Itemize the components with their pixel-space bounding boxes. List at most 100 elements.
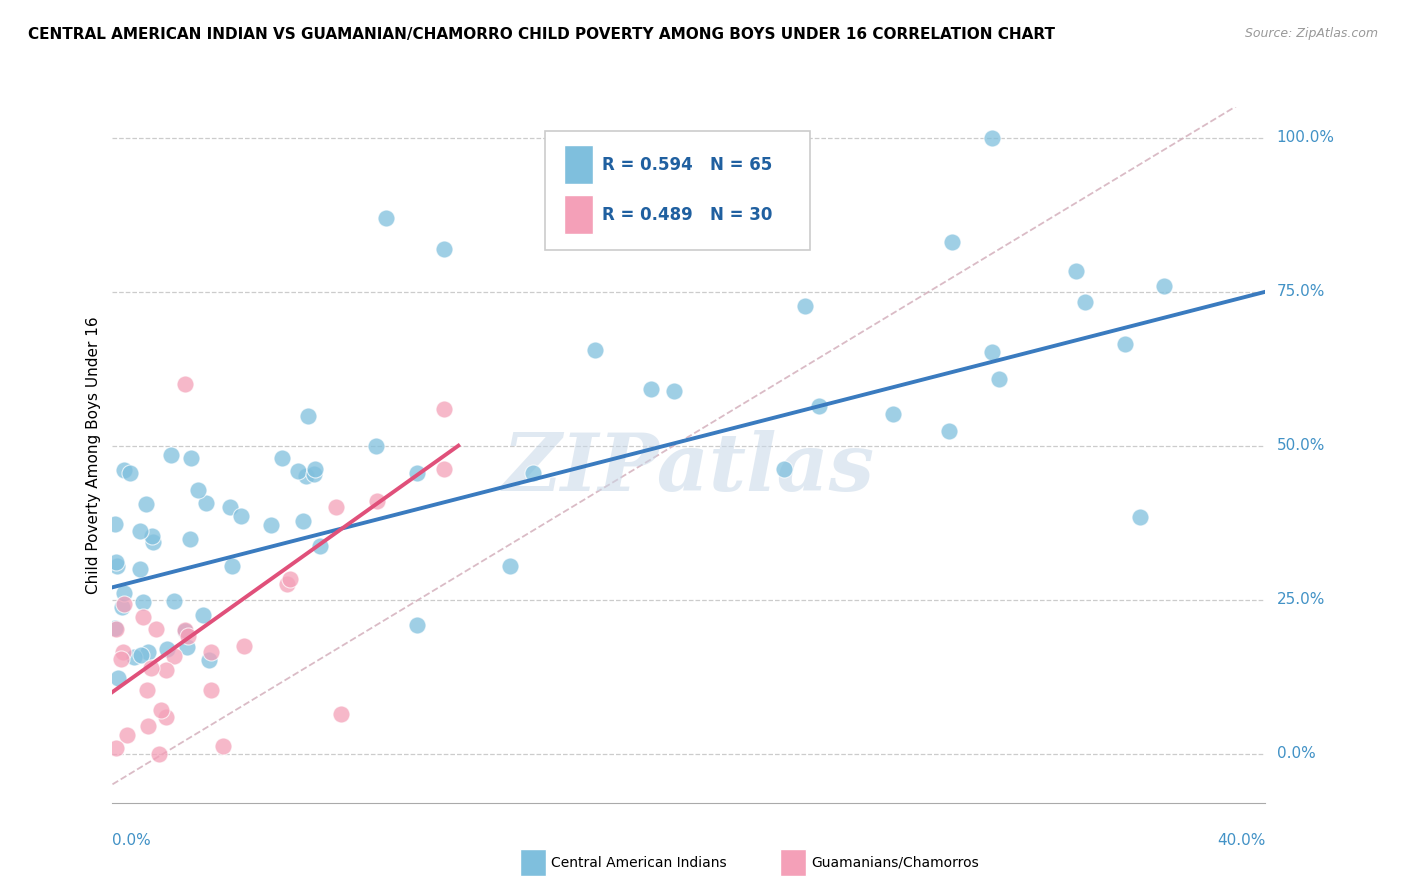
- Point: [131, 648, 153, 662]
- Point: [276, 577, 298, 591]
- Point: [433, 462, 456, 476]
- Text: 40.0%: 40.0%: [1218, 833, 1265, 848]
- Point: [297, 409, 319, 423]
- Point: [149, 703, 172, 717]
- Point: [131, 610, 153, 624]
- Point: [233, 640, 256, 654]
- Point: [177, 629, 200, 643]
- Point: [773, 462, 796, 476]
- Point: [200, 682, 222, 697]
- Point: [433, 242, 456, 256]
- Text: 25.0%: 25.0%: [1277, 592, 1324, 607]
- Point: [156, 642, 179, 657]
- Point: [366, 493, 388, 508]
- Point: [1064, 264, 1087, 278]
- Point: [174, 623, 197, 637]
- Text: 100.0%: 100.0%: [1277, 130, 1334, 145]
- Point: [163, 648, 186, 663]
- Point: [212, 739, 235, 753]
- Point: [981, 345, 1004, 359]
- Point: [194, 496, 217, 510]
- Point: [120, 466, 142, 480]
- Point: [287, 464, 309, 478]
- Point: [219, 500, 242, 514]
- Point: [329, 706, 352, 721]
- Point: [987, 372, 1010, 386]
- FancyBboxPatch shape: [564, 195, 593, 234]
- Point: [200, 645, 222, 659]
- Point: [179, 532, 201, 546]
- Text: CENTRAL AMERICAN INDIAN VS GUAMANIAN/CHAMORRO CHILD POVERTY AMONG BOYS UNDER 16 : CENTRAL AMERICAN INDIAN VS GUAMANIAN/CHA…: [28, 27, 1054, 42]
- Point: [522, 466, 544, 480]
- Point: [375, 211, 398, 225]
- Text: ZIPatlas: ZIPatlas: [503, 430, 875, 508]
- Point: [304, 462, 326, 476]
- Point: [105, 622, 128, 636]
- Point: [325, 500, 347, 515]
- Point: [104, 517, 127, 532]
- Point: [135, 683, 157, 698]
- Point: [260, 517, 283, 532]
- Point: [129, 562, 152, 576]
- Point: [941, 235, 963, 249]
- Point: [980, 131, 1002, 145]
- Point: [583, 343, 606, 357]
- Point: [882, 407, 904, 421]
- Point: [111, 599, 134, 614]
- Point: [159, 448, 181, 462]
- Point: [180, 451, 202, 466]
- Point: [793, 299, 815, 313]
- FancyBboxPatch shape: [546, 131, 810, 250]
- Point: [187, 483, 209, 498]
- Point: [1073, 294, 1095, 309]
- Point: [132, 595, 155, 609]
- Point: [155, 710, 177, 724]
- Text: Central American Indians: Central American Indians: [551, 855, 727, 870]
- Point: [141, 529, 163, 543]
- Point: [221, 559, 243, 574]
- Text: R = 0.489   N = 30: R = 0.489 N = 30: [603, 206, 773, 224]
- FancyBboxPatch shape: [564, 145, 593, 184]
- Point: [110, 652, 132, 666]
- Point: [115, 728, 138, 742]
- Point: [295, 468, 318, 483]
- Point: [148, 747, 170, 761]
- Point: [112, 586, 135, 600]
- Point: [112, 462, 135, 476]
- Text: R = 0.594   N = 65: R = 0.594 N = 65: [603, 156, 773, 174]
- Point: [135, 497, 157, 511]
- Point: [176, 640, 198, 655]
- Point: [112, 597, 135, 611]
- Point: [162, 594, 184, 608]
- Point: [433, 402, 456, 417]
- Point: [142, 534, 165, 549]
- Text: 0.0%: 0.0%: [112, 833, 152, 848]
- Point: [229, 509, 252, 524]
- Point: [173, 377, 195, 392]
- Point: [302, 467, 325, 481]
- Point: [309, 539, 332, 553]
- Point: [1153, 278, 1175, 293]
- Point: [499, 558, 522, 573]
- Point: [1129, 510, 1152, 524]
- Point: [270, 450, 292, 465]
- Point: [136, 645, 159, 659]
- Point: [112, 645, 135, 659]
- Point: [107, 671, 129, 685]
- Point: [105, 555, 128, 569]
- Point: [291, 514, 314, 528]
- Point: [366, 439, 388, 453]
- Point: [105, 559, 128, 574]
- Point: [808, 399, 831, 413]
- Text: 75.0%: 75.0%: [1277, 285, 1324, 299]
- Point: [129, 524, 152, 538]
- Point: [197, 653, 219, 667]
- Point: [938, 424, 960, 438]
- Point: [173, 624, 195, 638]
- Text: 0.0%: 0.0%: [1277, 746, 1315, 761]
- Y-axis label: Child Poverty Among Boys Under 16: Child Poverty Among Boys Under 16: [86, 316, 101, 594]
- Point: [191, 608, 214, 623]
- Text: Guamanians/Chamorros: Guamanians/Chamorros: [811, 855, 979, 870]
- Point: [662, 384, 685, 398]
- Text: 50.0%: 50.0%: [1277, 438, 1324, 453]
